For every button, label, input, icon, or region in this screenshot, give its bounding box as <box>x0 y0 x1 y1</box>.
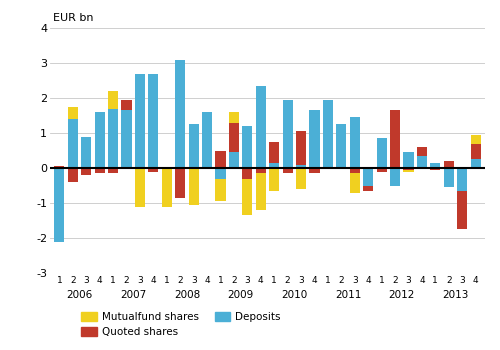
Bar <box>175 60 186 168</box>
Bar <box>336 124 346 168</box>
Bar <box>417 147 427 156</box>
Bar <box>148 74 158 168</box>
Bar <box>68 119 78 168</box>
Bar <box>430 163 440 168</box>
Text: 2010: 2010 <box>281 290 307 300</box>
Bar <box>256 168 266 173</box>
Bar <box>296 168 306 189</box>
Bar <box>216 168 226 178</box>
Bar <box>108 168 118 173</box>
Bar <box>350 117 360 168</box>
Bar <box>68 168 78 182</box>
Bar <box>470 135 480 144</box>
Bar <box>350 173 360 193</box>
Bar <box>444 161 454 168</box>
Bar <box>470 159 480 168</box>
Bar <box>376 168 386 172</box>
Bar <box>390 168 400 186</box>
Bar <box>81 136 92 168</box>
Bar <box>81 168 92 175</box>
Bar <box>296 131 306 164</box>
Bar <box>202 112 212 168</box>
Bar <box>188 124 198 168</box>
Bar <box>229 122 239 152</box>
Bar <box>296 164 306 168</box>
Text: 2011: 2011 <box>335 290 361 300</box>
Text: 2006: 2006 <box>66 290 92 300</box>
Bar <box>404 168 413 170</box>
Bar <box>242 168 252 178</box>
Bar <box>135 74 145 168</box>
Text: 2012: 2012 <box>388 290 415 300</box>
Bar <box>122 110 132 168</box>
Bar <box>404 170 413 172</box>
Bar <box>444 168 454 187</box>
Bar <box>94 112 104 168</box>
Bar <box>108 91 118 108</box>
Bar <box>135 168 145 206</box>
Bar <box>457 191 467 229</box>
Bar <box>323 100 333 168</box>
Text: 2008: 2008 <box>174 290 200 300</box>
Bar <box>94 168 104 173</box>
Bar <box>404 152 413 168</box>
Bar <box>68 107 78 119</box>
Bar <box>269 142 279 163</box>
Bar <box>188 168 198 205</box>
Bar <box>122 100 132 110</box>
Bar <box>54 166 64 168</box>
Bar <box>363 186 373 191</box>
Text: EUR bn: EUR bn <box>52 13 93 23</box>
Bar <box>310 168 320 173</box>
Text: 2009: 2009 <box>228 290 254 300</box>
Text: 2013: 2013 <box>442 290 468 300</box>
Bar <box>310 110 320 168</box>
Bar <box>376 138 386 168</box>
Bar <box>269 163 279 168</box>
Bar <box>256 173 266 210</box>
Bar <box>417 156 427 168</box>
Bar <box>229 112 239 122</box>
Bar <box>350 168 360 173</box>
Bar <box>363 168 373 186</box>
Text: 2007: 2007 <box>120 290 146 300</box>
Bar <box>175 168 186 198</box>
Bar <box>242 126 252 168</box>
Bar <box>269 168 279 191</box>
Bar <box>108 108 118 168</box>
Bar <box>242 178 252 215</box>
Legend: Mutualfund shares, Quoted shares, Deposits: Mutualfund shares, Quoted shares, Deposi… <box>77 308 285 341</box>
Bar <box>229 152 239 168</box>
Bar <box>282 168 292 173</box>
Bar <box>148 168 158 172</box>
Bar <box>216 178 226 201</box>
Bar <box>430 168 440 170</box>
Bar <box>457 168 467 191</box>
Bar <box>54 168 64 242</box>
Bar <box>216 150 226 168</box>
Bar <box>390 110 400 168</box>
Bar <box>162 168 172 206</box>
Bar <box>282 100 292 168</box>
Bar <box>256 86 266 168</box>
Bar <box>470 144 480 159</box>
